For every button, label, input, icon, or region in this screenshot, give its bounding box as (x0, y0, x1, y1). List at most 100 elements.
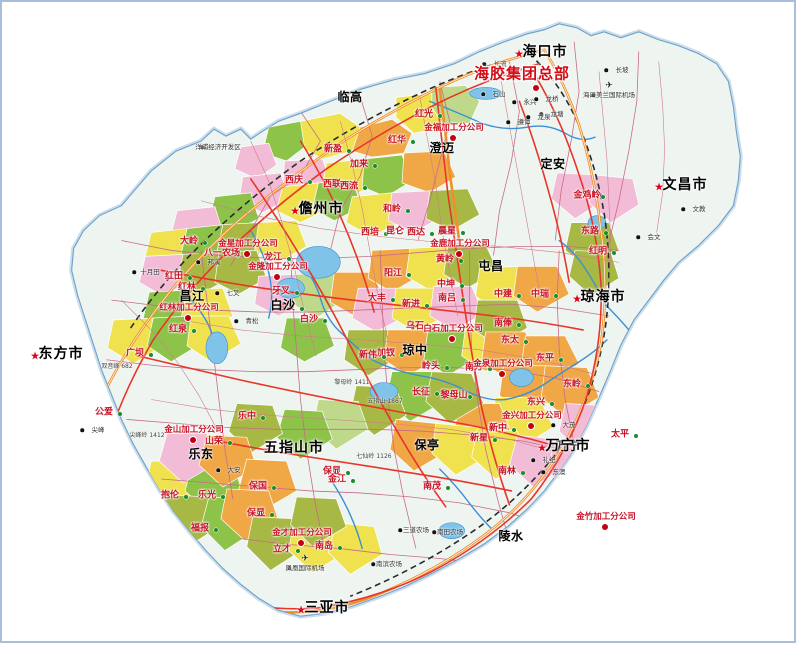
farm-dot (445, 366, 449, 370)
town-dot (591, 93, 595, 97)
farm-dot (287, 257, 291, 261)
town-dot (200, 145, 204, 149)
town-dot (534, 97, 538, 101)
branch-dot (190, 437, 196, 443)
town-dot (681, 207, 685, 211)
farm-dot (517, 323, 521, 327)
farm-dot (214, 528, 218, 532)
branch-dot (185, 315, 191, 321)
farm-dot (459, 259, 463, 263)
town-dot (551, 423, 555, 427)
town-dot (512, 100, 516, 104)
farm-dot (460, 284, 464, 288)
branch-dot (298, 540, 304, 546)
farm-dot (524, 340, 528, 344)
farm-dot (488, 367, 492, 371)
farm-dot (308, 180, 312, 184)
farm-dot (346, 471, 350, 475)
town-dot (526, 115, 530, 119)
farm-dot (493, 438, 497, 442)
town-dot (216, 468, 220, 472)
farm-dot (295, 291, 299, 295)
map-canvas[interactable] (2, 2, 794, 641)
farm-dot (554, 294, 558, 298)
farm-dot (586, 384, 590, 388)
farm-dot (438, 114, 442, 118)
town-dot (604, 68, 608, 72)
town-dot (539, 112, 543, 116)
town-dot (531, 458, 535, 462)
farm-dot (409, 231, 413, 235)
farm-dot (429, 326, 433, 330)
farm-dot (407, 273, 411, 277)
farm-dot (512, 428, 516, 432)
farm-dot (272, 486, 276, 490)
farm-dot (435, 392, 439, 396)
branch-dot (456, 251, 462, 257)
farm-dot (391, 298, 395, 302)
farm-dot (517, 294, 521, 298)
farm-dot (446, 486, 450, 490)
town-dot (636, 235, 640, 239)
branch-dot (450, 135, 456, 141)
town-dot (80, 428, 84, 432)
farm-dot (550, 402, 554, 406)
farm-dot (351, 479, 355, 483)
town-dot (398, 528, 402, 532)
farm-dot (188, 276, 192, 280)
farm-dot (406, 209, 410, 213)
town-dot (541, 470, 545, 474)
town-dot (196, 260, 200, 264)
headquarters-dot (533, 85, 539, 91)
branch-dot (602, 524, 608, 530)
farm-dot (203, 241, 207, 245)
farm-dot (430, 232, 434, 236)
town-dot (482, 62, 486, 66)
town-dot (506, 120, 510, 124)
farm-dot (384, 232, 388, 236)
farm-dot (184, 495, 188, 499)
town-dot (432, 530, 436, 534)
hainan-map-svg (2, 2, 794, 641)
farm-dot (400, 353, 404, 357)
branch-dot (499, 371, 505, 377)
branch-dot (528, 423, 534, 429)
farm-dot (296, 549, 300, 553)
farm-dot (604, 231, 608, 235)
farm-dot (382, 355, 386, 359)
farm-dot (338, 546, 342, 550)
farm-dot (346, 184, 350, 188)
farm-dot (201, 287, 205, 291)
town-dot (234, 319, 238, 323)
farm-dot (149, 353, 153, 357)
farm-dot (118, 412, 122, 416)
farm-dot (612, 251, 616, 255)
farm-dot (601, 195, 605, 199)
town-dot (215, 291, 219, 295)
farm-dot (228, 441, 232, 445)
branch-dot (449, 336, 455, 342)
farm-dot (411, 140, 415, 144)
farm-dot (559, 358, 563, 362)
farm-dot (236, 253, 240, 257)
farm-dot (300, 307, 304, 311)
farm-dot (425, 304, 429, 308)
branch-dot (274, 274, 280, 280)
farm-dot (347, 149, 351, 153)
town-dot (132, 270, 136, 274)
town-dot (287, 566, 291, 570)
farm-dot (468, 395, 472, 399)
farm-dot (363, 186, 367, 190)
branch-dot (244, 251, 250, 257)
town-dot (481, 92, 485, 96)
farm-dot (461, 298, 465, 302)
farm-dot (221, 495, 225, 499)
farm-dot (373, 164, 377, 168)
farm-dot (634, 434, 638, 438)
farm-dot (192, 329, 196, 333)
farm-dot (461, 231, 465, 235)
farm-dot (521, 471, 525, 475)
farm-dot (323, 319, 327, 323)
farm-dot (270, 513, 274, 517)
